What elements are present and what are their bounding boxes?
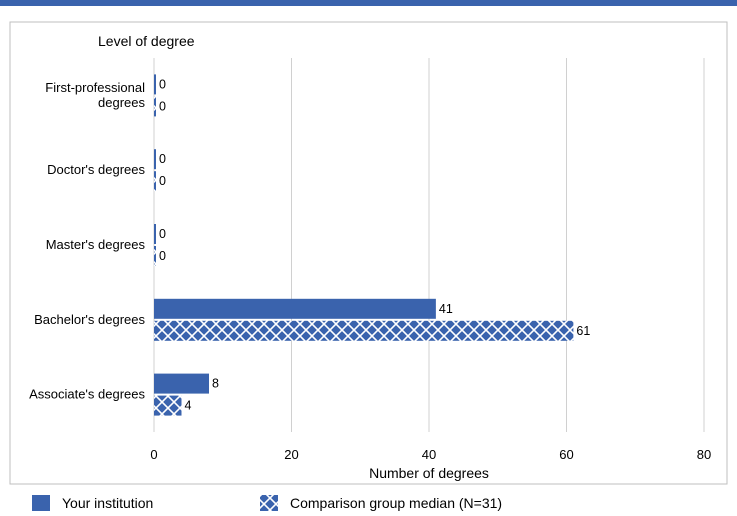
category-label: Doctor's degrees: [47, 162, 145, 177]
x-tick-label: 40: [422, 447, 436, 462]
category-label: Master's degrees: [46, 237, 146, 252]
bar-your-institution: [154, 149, 156, 170]
legend-swatch: [32, 495, 50, 511]
bar-comparison-median: [154, 320, 574, 341]
x-tick-label: 0: [150, 447, 157, 462]
legend-swatch: [260, 495, 278, 511]
bar-your-institution: [154, 224, 156, 244]
data-label: 0: [159, 152, 166, 166]
x-tick-label: 80: [697, 447, 711, 462]
y-axis-title: Level of degree: [98, 33, 195, 49]
data-label: 0: [159, 249, 166, 263]
bar-your-institution: [154, 373, 209, 394]
bar-comparison-median: [154, 246, 156, 266]
legend-label: Your institution: [62, 495, 153, 511]
bar-your-institution: [154, 298, 436, 319]
x-tick-label: 60: [559, 447, 573, 462]
data-label: 0: [159, 99, 166, 113]
category-label: Bachelor's degrees: [34, 312, 145, 327]
category-label: Associate's degrees: [29, 387, 145, 402]
x-axis-title: Number of degrees: [369, 465, 489, 481]
data-label: 4: [185, 399, 192, 413]
bar-comparison-median: [154, 171, 156, 192]
data-label: 0: [159, 174, 166, 188]
data-label: 41: [439, 302, 453, 316]
data-label: 8: [212, 377, 219, 391]
data-label: 0: [159, 227, 166, 241]
bar-comparison-median: [154, 96, 156, 117]
data-label: 61: [576, 324, 590, 338]
legend-label: Comparison group median (N=31): [290, 495, 502, 511]
top-accent-bar: [0, 0, 737, 6]
x-tick-label: 20: [284, 447, 298, 462]
plot-frame: [9, 21, 728, 485]
bar-your-institution: [154, 74, 156, 95]
category-label: degrees: [98, 95, 145, 110]
category-label: First-professional: [45, 80, 145, 95]
bar-comparison-median: [154, 395, 182, 416]
data-label: 0: [159, 77, 166, 91]
